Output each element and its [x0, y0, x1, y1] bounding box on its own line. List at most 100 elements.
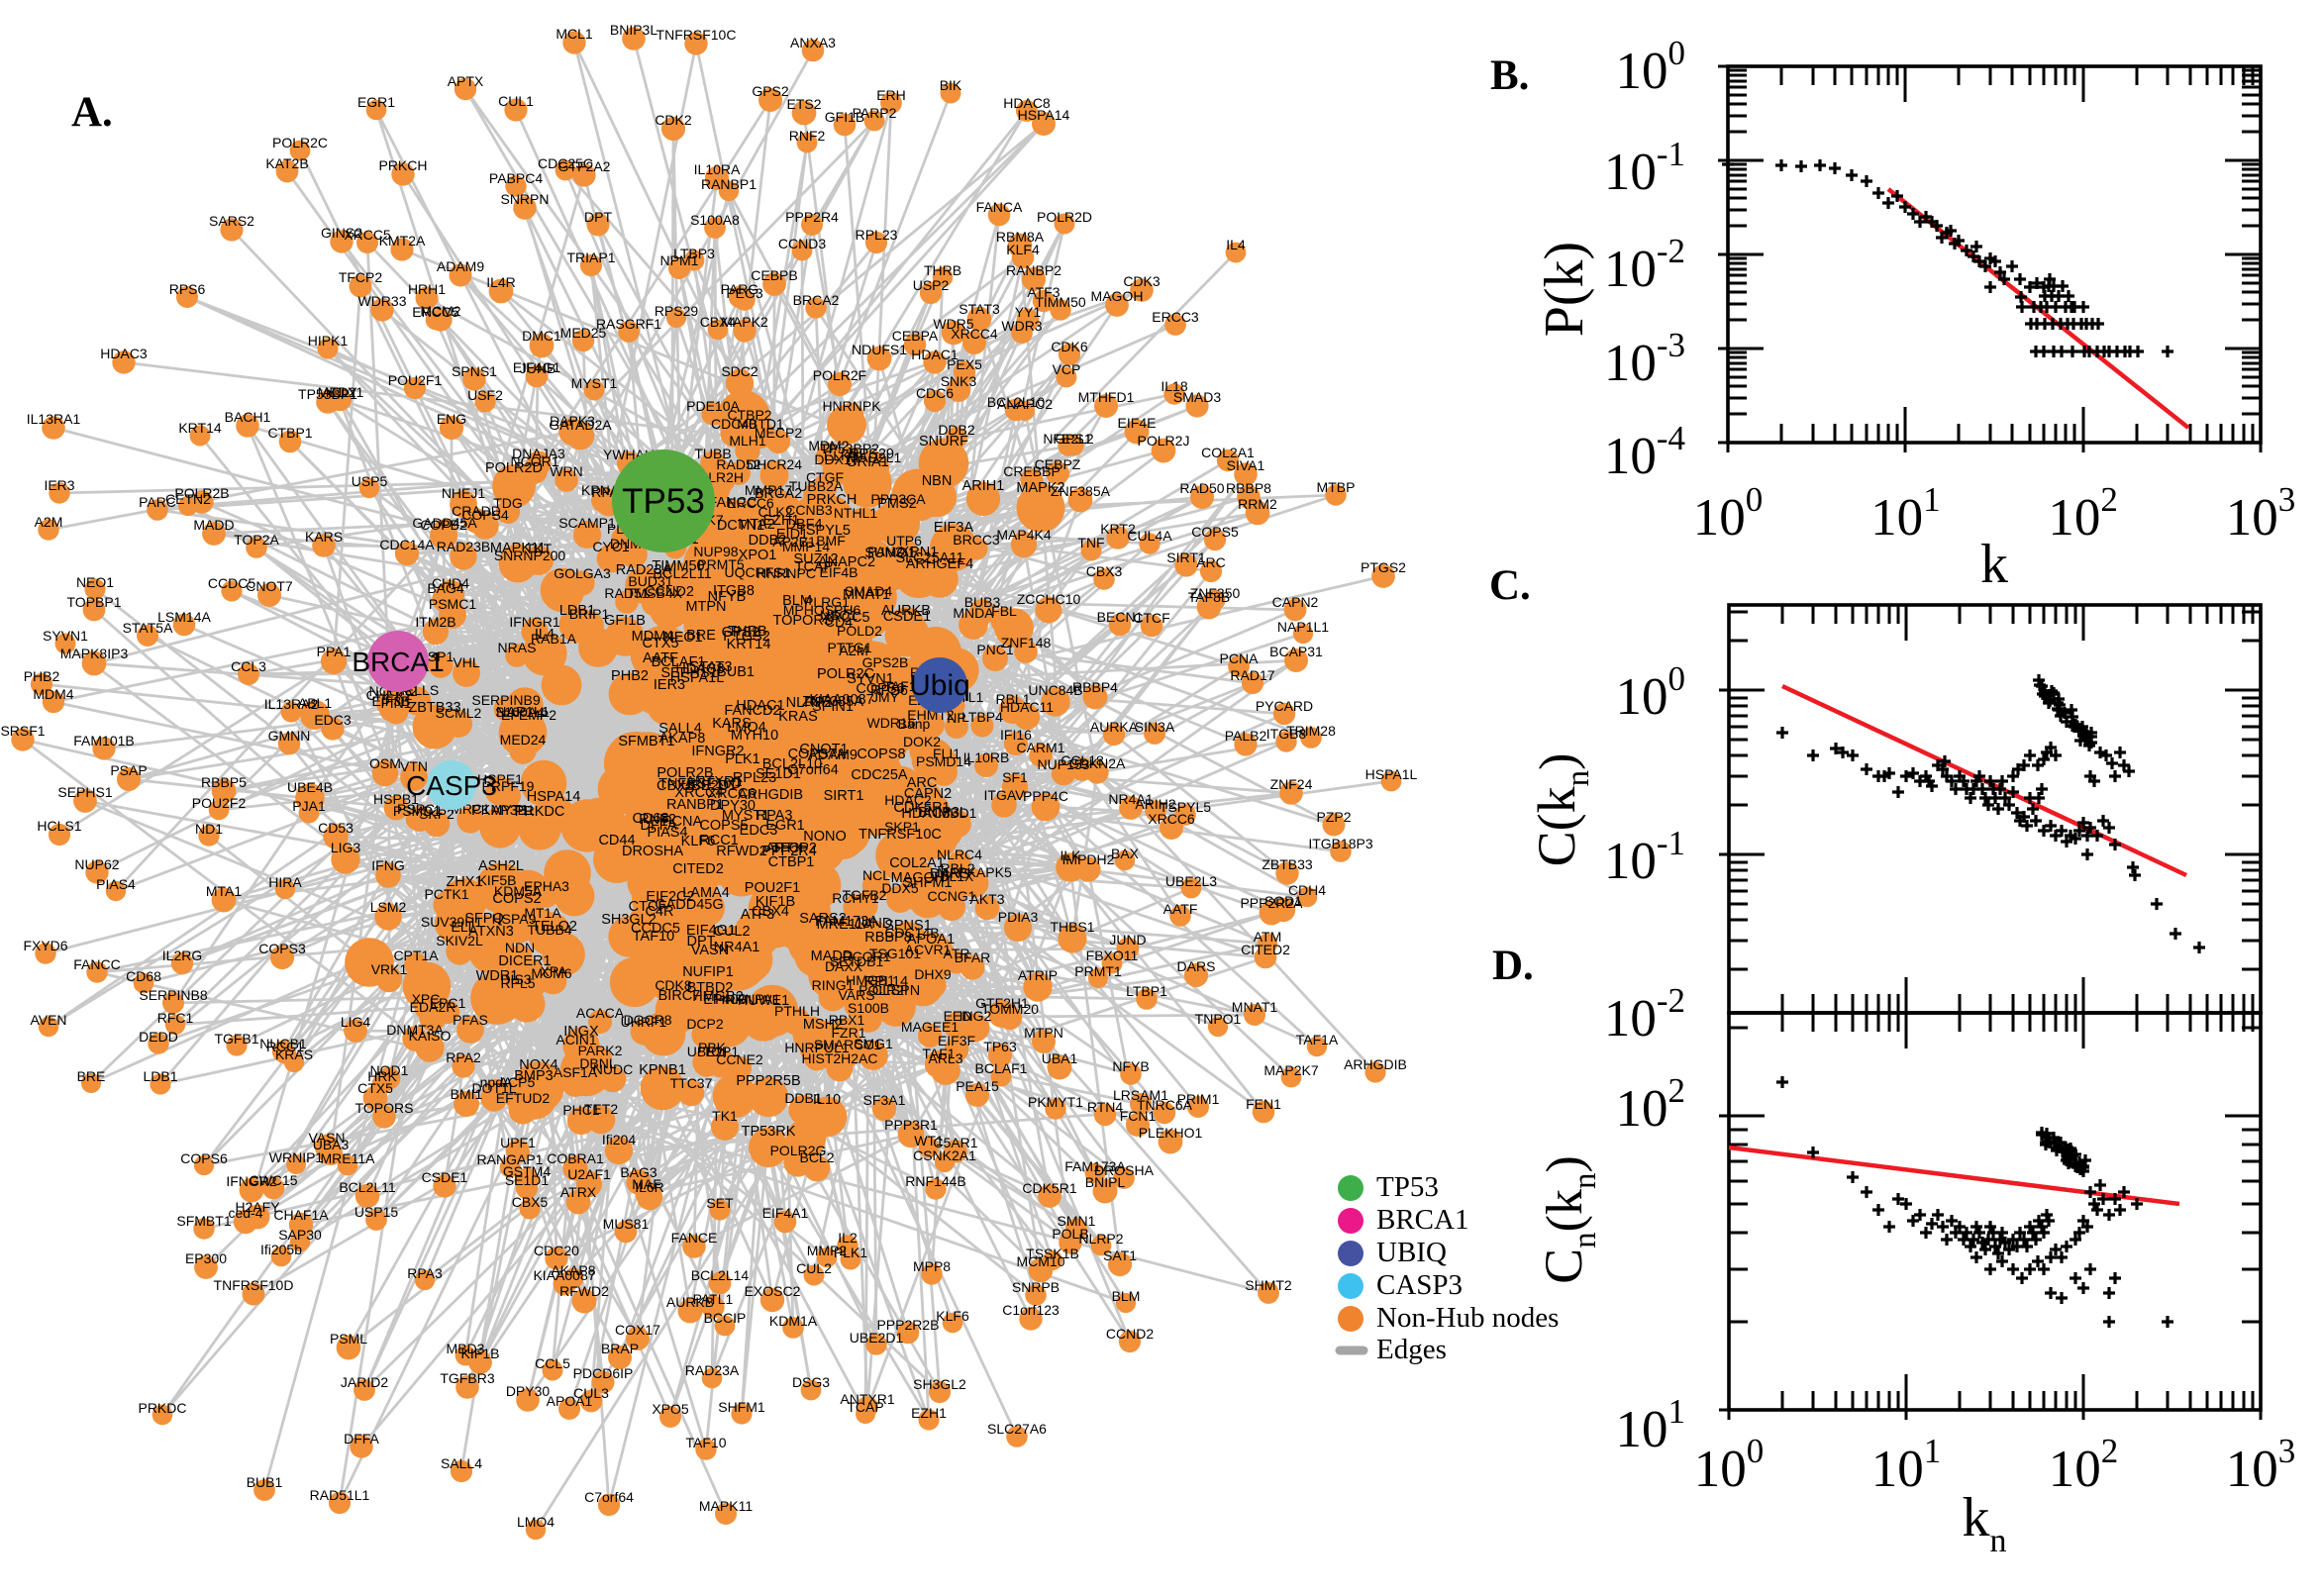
svg-text:GOLGA3: GOLGA3 [554, 565, 611, 581]
svg-text:k: k [1980, 534, 2008, 595]
svg-text:HNRNPA1: HNRNPA1 [715, 991, 780, 1007]
svg-text:BRE: BRE [686, 628, 716, 644]
svg-text:XRCC4: XRCC4 [951, 326, 998, 342]
svg-text:ANTXR1: ANTXR1 [840, 1391, 894, 1407]
svg-text:RNF2: RNF2 [789, 128, 826, 144]
svg-text:ACACA: ACACA [576, 1005, 625, 1021]
svg-text:SERPINB8: SERPINB8 [139, 987, 207, 1003]
svg-text:VCP: VCP [1053, 361, 1081, 377]
svg-text:WDR33: WDR33 [357, 293, 406, 309]
svg-text:PSMC1: PSMC1 [429, 596, 476, 612]
svg-text:ZNF385A: ZNF385A [1051, 483, 1111, 499]
svg-text:ITM2B: ITM2B [415, 614, 455, 630]
svg-text:RBBP5: RBBP5 [201, 774, 247, 790]
svg-text:HRH1: HRH1 [408, 281, 446, 297]
svg-text:TOPBP1: TOPBP1 [67, 594, 122, 610]
svg-text:NFYB: NFYB [708, 589, 747, 605]
svg-text:SHMT2: SHMT2 [1245, 1277, 1292, 1293]
svg-text:RANBP2: RANBP2 [1006, 262, 1061, 278]
svg-text:BMF: BMF [816, 533, 846, 549]
svg-text:IL10RB: IL10RB [963, 749, 1010, 765]
svg-text:PIN1: PIN1 [380, 695, 411, 711]
svg-text:KRT14: KRT14 [178, 420, 222, 436]
svg-text:TP53BP1: TP53BP1 [298, 386, 357, 402]
svg-text:COPS7A: COPS7A [788, 747, 847, 762]
svg-text:ARHGDIB: ARHGDIB [1344, 1056, 1407, 1072]
svg-text:GFI1B: GFI1B [825, 109, 864, 125]
svg-text:PTHLH: PTHLH [774, 1003, 820, 1019]
svg-text:ATRIP: ATRIP [1018, 967, 1058, 983]
svg-text:TGFB1: TGFB1 [214, 1031, 258, 1047]
svg-text:MADD: MADD [193, 517, 234, 533]
svg-text:CBX3: CBX3 [1086, 563, 1123, 579]
svg-text:CBX4: CBX4 [752, 904, 789, 920]
svg-text:SALL4: SALL4 [441, 1455, 482, 1471]
svg-text:LTBP3: LTBP3 [673, 246, 715, 261]
svg-text:BCLAF1: BCLAF1 [975, 1060, 1028, 1076]
svg-text:IL2RG: IL2RG [162, 948, 202, 963]
svg-text:SEPHS1: SEPHS1 [57, 784, 112, 800]
svg-text:ZBTB33: ZBTB33 [1262, 856, 1313, 872]
svg-text:NOX4: NOX4 [519, 1057, 558, 1073]
svg-text:RPL23: RPL23 [856, 227, 898, 243]
svg-text:SPIN1: SPIN1 [812, 699, 854, 715]
svg-text:MED25: MED25 [560, 325, 607, 341]
svg-text:MYH10: MYH10 [731, 728, 778, 744]
svg-text:CD53: CD53 [318, 820, 354, 836]
svg-text:BRIP1: BRIP1 [569, 606, 610, 622]
svg-text:ACIN1: ACIN1 [556, 1032, 596, 1047]
svg-text:BLM: BLM [1112, 1288, 1141, 1304]
svg-text:DHX9: DHX9 [914, 966, 952, 982]
svg-text:WRNIP1: WRNIP1 [269, 1149, 324, 1165]
svg-text:PNC1: PNC1 [976, 642, 1014, 657]
svg-text:NR4A1: NR4A1 [714, 940, 760, 955]
svg-text:Ubiq: Ubiq [909, 669, 970, 702]
svg-text:PABPC4: PABPC4 [489, 170, 543, 186]
svg-text:CPT1A: CPT1A [393, 948, 439, 963]
svg-text:ANXA3: ANXA3 [790, 35, 836, 50]
svg-text:JARID2: JARID2 [341, 1374, 388, 1390]
svg-text:EED: EED [944, 1008, 972, 1024]
svg-text:AURKA: AURKA [1090, 719, 1139, 735]
svg-text:CITED2: CITED2 [672, 861, 724, 877]
svg-text:HMGB1: HMGB1 [846, 972, 895, 988]
svg-text:S100A8: S100A8 [690, 212, 740, 228]
svg-text:CHD4: CHD4 [432, 575, 469, 591]
svg-text:DAPK3: DAPK3 [550, 413, 595, 429]
svg-text:LIG3: LIG3 [331, 840, 361, 855]
svg-text:THBS1: THBS1 [1050, 919, 1094, 935]
svg-text:Ifi205b: Ifi205b [260, 1242, 302, 1257]
svg-text:MAPK11: MAPK11 [699, 1498, 753, 1514]
svg-text:MCM6: MCM6 [531, 965, 571, 981]
svg-text:HDAC3: HDAC3 [100, 346, 148, 361]
svg-text:BUB1: BUB1 [247, 1474, 283, 1490]
svg-text:TOP2A: TOP2A [234, 532, 279, 548]
svg-text:NUP62: NUP62 [74, 856, 119, 872]
svg-text:AATF: AATF [1163, 901, 1198, 917]
svg-text:RPS6: RPS6 [169, 281, 206, 297]
svg-text:SALL4: SALL4 [658, 721, 702, 737]
svg-text:DIS3: DIS3 [500, 971, 531, 987]
svg-text:TOPORS: TOPORS [355, 1100, 414, 1116]
svg-text:ND1: ND1 [195, 821, 223, 837]
svg-text:XRCC6: XRCC6 [1148, 811, 1195, 827]
svg-text:ERCC5: ERCC5 [412, 304, 459, 320]
svg-text:SNRPN: SNRPN [500, 191, 549, 207]
svg-text:DCP2: DCP2 [686, 1016, 724, 1032]
svg-text:RAB1A: RAB1A [531, 631, 577, 647]
svg-text:AP3B1: AP3B1 [491, 802, 535, 818]
svg-text:DPT: DPT [584, 209, 612, 225]
svg-text:COPS3: COPS3 [258, 941, 306, 956]
svg-text:SMAD4: SMAD4 [845, 583, 892, 599]
svg-text:SHFM1: SHFM1 [718, 1399, 765, 1415]
svg-text:TGFBR3: TGFBR3 [440, 1370, 494, 1386]
svg-text:PAN2: PAN2 [867, 544, 903, 559]
svg-text:BNIP3L: BNIP3L [610, 22, 657, 38]
svg-text:EZH1: EZH1 [911, 1405, 947, 1421]
svg-text:SKP1: SKP1 [884, 819, 920, 835]
svg-text:IL13RA1: IL13RA1 [27, 411, 81, 427]
svg-text:TMSB4X: TMSB4X [627, 585, 683, 601]
svg-text:FLI1: FLI1 [933, 746, 960, 761]
svg-text:TNFRSF10D: TNFRSF10D [658, 776, 742, 792]
svg-text:B.: B. [1490, 52, 1529, 99]
